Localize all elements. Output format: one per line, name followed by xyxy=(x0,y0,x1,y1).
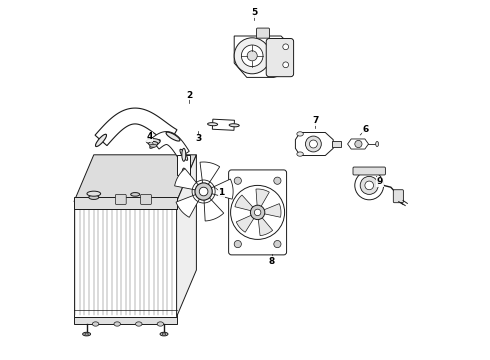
Ellipse shape xyxy=(180,149,188,160)
Circle shape xyxy=(283,44,289,50)
Polygon shape xyxy=(176,194,200,217)
Ellipse shape xyxy=(162,333,166,335)
Circle shape xyxy=(195,183,212,200)
Circle shape xyxy=(242,45,263,67)
Text: 3: 3 xyxy=(195,134,201,143)
Polygon shape xyxy=(347,139,368,149)
Polygon shape xyxy=(234,36,292,77)
Circle shape xyxy=(360,176,378,194)
Circle shape xyxy=(234,38,270,74)
Circle shape xyxy=(247,51,257,61)
FancyBboxPatch shape xyxy=(266,39,294,77)
Text: 4: 4 xyxy=(147,132,153,141)
FancyBboxPatch shape xyxy=(229,170,287,255)
Circle shape xyxy=(365,181,373,190)
Ellipse shape xyxy=(208,123,218,126)
Polygon shape xyxy=(236,215,254,232)
Circle shape xyxy=(234,177,242,184)
Text: 2: 2 xyxy=(186,91,192,100)
Polygon shape xyxy=(263,204,281,217)
Ellipse shape xyxy=(157,322,164,326)
Polygon shape xyxy=(151,132,189,158)
Polygon shape xyxy=(95,108,177,145)
Ellipse shape xyxy=(160,332,168,336)
Text: 1: 1 xyxy=(219,188,225,197)
Polygon shape xyxy=(200,162,220,185)
FancyBboxPatch shape xyxy=(141,194,151,204)
Polygon shape xyxy=(74,202,176,317)
Polygon shape xyxy=(295,132,333,156)
Polygon shape xyxy=(176,155,196,317)
Circle shape xyxy=(231,185,285,239)
Polygon shape xyxy=(211,179,233,199)
Ellipse shape xyxy=(166,132,180,141)
Ellipse shape xyxy=(114,322,121,326)
Circle shape xyxy=(199,187,208,196)
Circle shape xyxy=(283,62,289,68)
Circle shape xyxy=(305,136,321,152)
Circle shape xyxy=(355,171,384,200)
Polygon shape xyxy=(235,195,254,211)
Ellipse shape xyxy=(96,134,106,147)
Circle shape xyxy=(310,140,318,148)
Text: 9: 9 xyxy=(377,177,383,186)
Circle shape xyxy=(274,240,281,248)
Ellipse shape xyxy=(89,195,99,199)
Ellipse shape xyxy=(376,141,379,147)
Circle shape xyxy=(254,209,261,216)
FancyBboxPatch shape xyxy=(257,28,270,38)
Ellipse shape xyxy=(136,322,142,326)
Polygon shape xyxy=(174,168,198,190)
Ellipse shape xyxy=(229,124,239,127)
Polygon shape xyxy=(258,217,272,236)
Ellipse shape xyxy=(182,148,186,161)
Polygon shape xyxy=(74,317,176,324)
Ellipse shape xyxy=(85,333,88,335)
Ellipse shape xyxy=(297,152,303,156)
Text: 7: 7 xyxy=(312,116,318,125)
FancyBboxPatch shape xyxy=(353,167,386,175)
Polygon shape xyxy=(74,155,196,202)
Ellipse shape xyxy=(92,322,99,326)
Ellipse shape xyxy=(83,332,91,336)
Polygon shape xyxy=(74,197,176,209)
Polygon shape xyxy=(256,189,270,207)
Polygon shape xyxy=(212,119,234,130)
Ellipse shape xyxy=(87,191,100,196)
FancyBboxPatch shape xyxy=(333,141,342,147)
Circle shape xyxy=(234,240,242,248)
Circle shape xyxy=(355,140,362,148)
Polygon shape xyxy=(204,197,224,221)
Text: 6: 6 xyxy=(363,125,368,134)
Ellipse shape xyxy=(147,139,160,144)
Ellipse shape xyxy=(148,141,158,146)
Ellipse shape xyxy=(150,140,160,148)
Ellipse shape xyxy=(297,132,303,136)
Circle shape xyxy=(250,205,265,220)
Ellipse shape xyxy=(149,144,157,147)
Polygon shape xyxy=(177,155,190,175)
FancyBboxPatch shape xyxy=(116,194,126,204)
Circle shape xyxy=(274,177,281,184)
Text: 5: 5 xyxy=(251,8,257,17)
Text: 8: 8 xyxy=(269,256,275,265)
FancyBboxPatch shape xyxy=(393,190,403,203)
Ellipse shape xyxy=(131,193,140,196)
Ellipse shape xyxy=(182,168,186,181)
